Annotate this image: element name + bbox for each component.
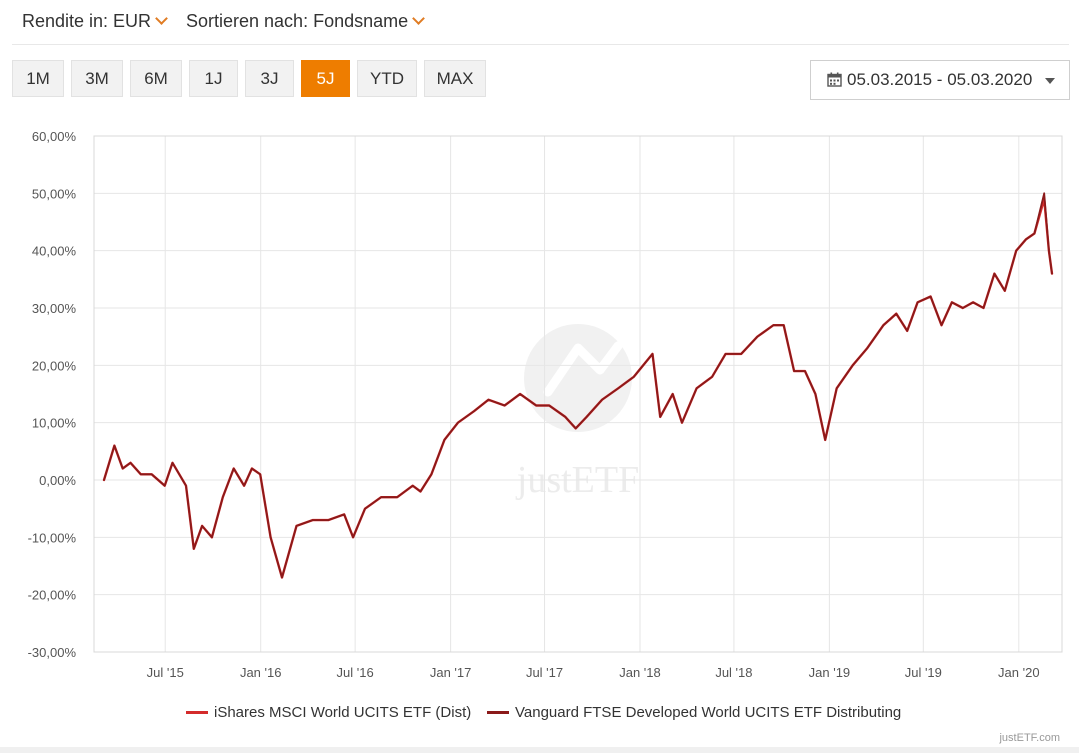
period-button-6m[interactable]: 6M	[130, 60, 182, 97]
y-tick-label: -10,00%	[28, 530, 77, 545]
y-tick-label: 40,00%	[32, 244, 77, 259]
date-range-text: 05.03.2015 - 05.03.2020	[847, 70, 1033, 89]
period-button-1j[interactable]: 1J	[189, 60, 238, 97]
bottom-strip	[0, 747, 1079, 753]
watermark-logo: justETF	[515, 324, 639, 501]
return-currency-dropdown[interactable]: Rendite in: EUR	[22, 11, 168, 32]
y-tick-label: 0,00%	[39, 473, 76, 488]
legend-item-ishares[interactable]: iShares MSCI World UCITS ETF (Dist)	[186, 704, 471, 721]
y-axis: 60,00% 50,00% 40,00% 30,00% 20,00% 10,00% 0,00…	[28, 129, 77, 660]
caret-down-icon	[1045, 78, 1055, 84]
series-line-1	[103, 192, 1053, 579]
y-tick-label: 10,00%	[32, 416, 77, 431]
legend-swatch	[186, 710, 208, 714]
period-button-5j[interactable]: 5J	[301, 60, 350, 97]
x-tick-label: Jan '16	[240, 665, 282, 680]
x-tick-label: Jan '20	[998, 665, 1040, 680]
period-button-max[interactable]: MAX	[424, 60, 486, 97]
legend-item-vanguard[interactable]: Vanguard FTSE Developed World UCITS ETF …	[487, 704, 901, 721]
y-tick-label: 30,00%	[32, 301, 77, 316]
legend-label: Vanguard FTSE Developed World UCITS ETF …	[515, 704, 902, 721]
y-tick-label: -30,00%	[28, 645, 77, 660]
divider	[12, 44, 1069, 45]
filter-bar: Rendite in: EUR Sortieren nach: Fondsnam…	[0, 0, 1079, 44]
x-tick-label: Jul '19	[905, 665, 942, 680]
sort-dropdown[interactable]: Sortieren nach: Fondsname	[186, 11, 426, 32]
chevron-down-icon	[412, 12, 426, 25]
x-tick-label: Jul '15	[147, 665, 184, 680]
period-button-3m[interactable]: 3M	[71, 60, 123, 97]
chart-series	[102, 192, 1054, 579]
x-tick-label: Jul '18	[715, 665, 752, 680]
x-tick-label: Jan '18	[619, 665, 661, 680]
y-tick-label: 20,00%	[32, 358, 77, 373]
x-tick-label: Jan '17	[430, 665, 472, 680]
y-tick-label: 50,00%	[32, 186, 77, 201]
credit-link[interactable]: justETF.com	[999, 732, 1060, 744]
x-tick-label: Jan '19	[809, 665, 851, 680]
period-button-1m[interactable]: 1M	[12, 60, 64, 97]
legend-label: iShares MSCI World UCITS ETF (Dist)	[214, 704, 472, 721]
period-button-3j[interactable]: 3J	[245, 60, 294, 97]
x-axis: Jul '15 Jan '16 Jul '16 Jan '17 Jul '17 Jan '…	[147, 665, 1040, 680]
period-button-ytd[interactable]: YTD	[357, 60, 417, 97]
sort-label: Sortieren nach: Fondsname	[186, 11, 409, 31]
return-currency-label: Rendite in: EUR	[22, 11, 152, 31]
y-tick-label: -20,00%	[28, 588, 77, 603]
date-range-picker[interactable]: 05.03.2015 - 05.03.2020	[810, 60, 1070, 100]
plot-frame	[93, 135, 1063, 653]
y-tick-label: 60,00%	[32, 129, 77, 144]
chevron-down-icon	[155, 12, 168, 25]
legend-swatch	[487, 710, 509, 714]
x-tick-label: Jul '17	[526, 665, 563, 680]
performance-chart: justETF 60,00% 50,00% 40,00% 30,00% 20,00% 10…	[28, 129, 1063, 680]
x-tick-label: Jul '16	[337, 665, 374, 680]
chart-grid	[93, 135, 1063, 653]
calendar-icon	[827, 72, 842, 87]
